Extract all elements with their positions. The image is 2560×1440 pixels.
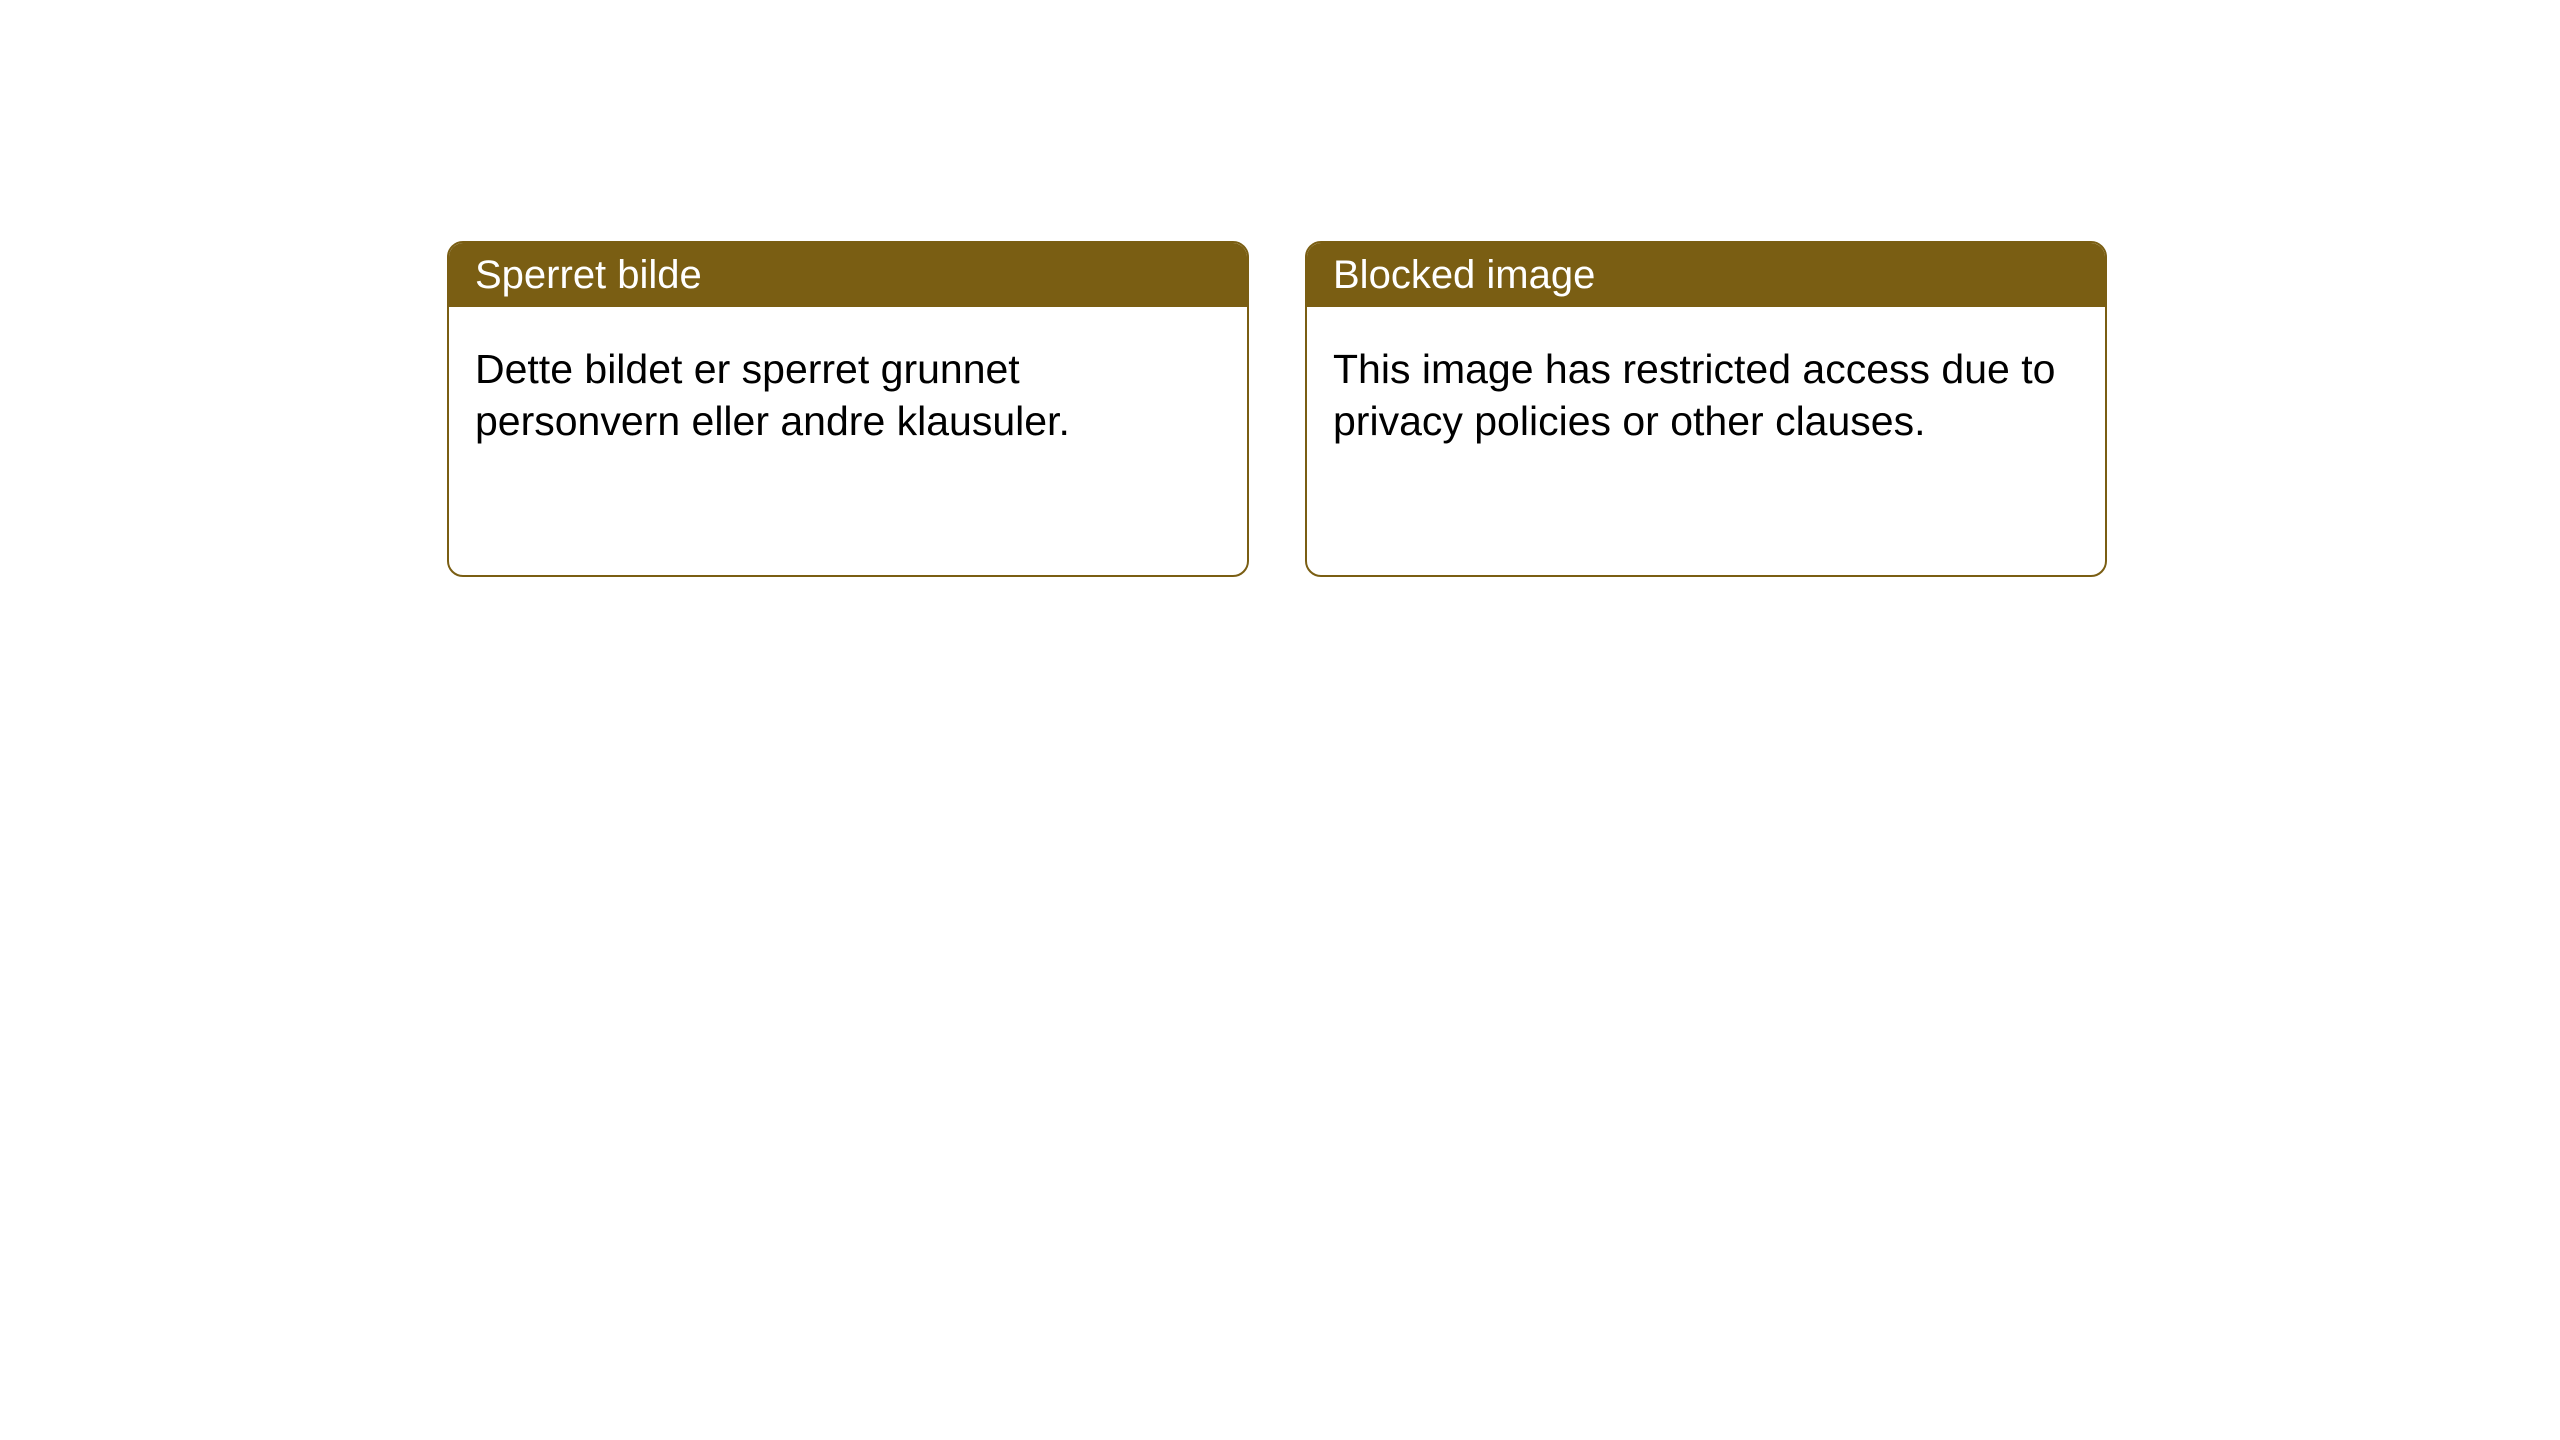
notice-card-english: Blocked image This image has restricted … bbox=[1305, 241, 2107, 577]
card-body: This image has restricted access due to … bbox=[1307, 307, 2105, 484]
notice-cards-container: Sperret bilde Dette bildet er sperret gr… bbox=[447, 241, 2107, 577]
notice-card-norwegian: Sperret bilde Dette bildet er sperret gr… bbox=[447, 241, 1249, 577]
card-header: Sperret bilde bbox=[449, 243, 1247, 307]
card-header: Blocked image bbox=[1307, 243, 2105, 307]
card-body: Dette bildet er sperret grunnet personve… bbox=[449, 307, 1247, 484]
